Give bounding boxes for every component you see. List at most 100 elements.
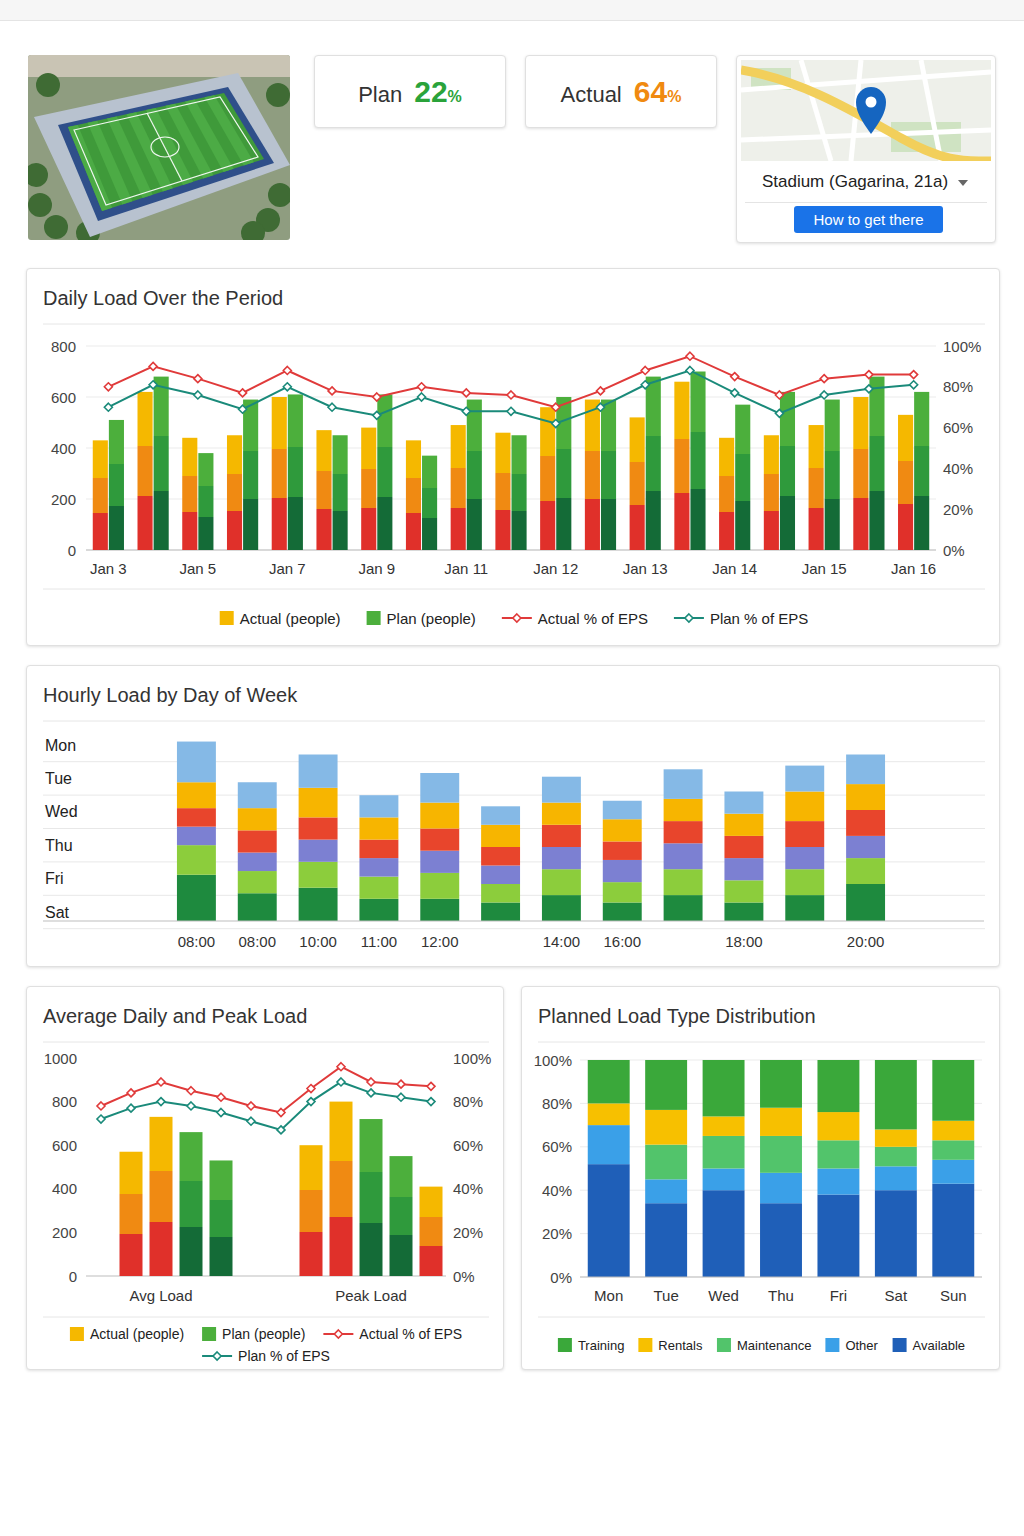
x-tick-label: Thu bbox=[768, 1287, 794, 1304]
marker bbox=[127, 1089, 135, 1097]
kpi-label: Plan bbox=[358, 82, 402, 107]
legend-item: Other bbox=[825, 1338, 878, 1353]
x-tick-label: Jan 15 bbox=[802, 560, 847, 577]
kpi-card: Actual64% bbox=[525, 55, 717, 128]
y-tick-label: 80% bbox=[542, 1095, 572, 1112]
bar-segment bbox=[420, 899, 459, 921]
x-tick-label: Avg Load bbox=[129, 1287, 192, 1304]
bar-segment bbox=[846, 784, 885, 810]
legend-swatch bbox=[717, 1338, 731, 1352]
bar-segment bbox=[932, 1160, 974, 1184]
marker bbox=[641, 366, 649, 374]
y-tick-label: 0% bbox=[453, 1268, 475, 1285]
marker bbox=[641, 381, 649, 389]
dropdown-icon bbox=[956, 178, 970, 188]
y-tick-label: 200 bbox=[51, 491, 76, 508]
bar-segment bbox=[542, 847, 581, 869]
marker bbox=[820, 375, 828, 383]
marker bbox=[552, 420, 560, 428]
marker bbox=[104, 383, 112, 391]
chart-svg: Planned Load Type Distribution0%20%40%60… bbox=[522, 987, 999, 1369]
bar-segment bbox=[932, 1121, 974, 1141]
bar-segment bbox=[603, 841, 642, 860]
bar-segment bbox=[603, 882, 642, 902]
divider bbox=[43, 589, 985, 590]
line bbox=[101, 1082, 431, 1130]
bar-segment bbox=[481, 806, 520, 825]
legend-label: Actual (people) bbox=[240, 610, 341, 627]
line bbox=[108, 370, 913, 423]
legend-item: Training bbox=[558, 1338, 624, 1353]
bar-segment bbox=[760, 1203, 802, 1277]
marker bbox=[277, 1109, 285, 1117]
y-tick-label: 200 bbox=[52, 1224, 77, 1241]
grid-line bbox=[86, 346, 936, 347]
bar-segment bbox=[542, 869, 581, 895]
legend-item: Plan % of EPS bbox=[674, 610, 808, 627]
bar-segment bbox=[359, 858, 398, 877]
bar bbox=[630, 417, 645, 550]
kpi-row: Actual64% bbox=[526, 56, 716, 132]
bar-segment bbox=[299, 888, 338, 921]
bar bbox=[198, 453, 213, 550]
bar-segment bbox=[817, 1195, 859, 1277]
pitch-stripe bbox=[146, 108, 193, 185]
bar-segment bbox=[359, 877, 398, 899]
bar-segment bbox=[932, 1060, 974, 1121]
bar-segment bbox=[785, 869, 824, 895]
bar-segment bbox=[588, 1103, 630, 1125]
page: Plan22%Actual64%Stadium (Gagarina, 21a)H… bbox=[0, 0, 1024, 1536]
x-tick-label: Mon bbox=[594, 1287, 623, 1304]
directions-button[interactable]: How to get there bbox=[794, 206, 943, 233]
chart-title: Average Daily and Peak Load bbox=[43, 1005, 307, 1027]
x-tick-label: Jan 12 bbox=[533, 560, 578, 577]
legend-swatch bbox=[893, 1338, 907, 1352]
legend-label: Maintenance bbox=[737, 1338, 811, 1353]
bar-segment bbox=[664, 843, 703, 869]
x-axis bbox=[580, 1277, 982, 1278]
x-tick-label: Jan 11 bbox=[444, 560, 488, 577]
bar-segment bbox=[724, 903, 763, 922]
marker bbox=[418, 383, 426, 391]
bar-segment bbox=[420, 829, 459, 851]
stands bbox=[34, 73, 290, 237]
bar-segment bbox=[645, 1145, 687, 1180]
bar-segment bbox=[817, 1169, 859, 1195]
bar-segment bbox=[724, 836, 763, 858]
dropdown-arrow bbox=[958, 180, 968, 186]
chart-title: Daily Load Over the Period bbox=[43, 287, 283, 309]
kpi-card: Plan22% bbox=[314, 55, 506, 128]
bar-segment bbox=[238, 782, 277, 808]
bar bbox=[914, 392, 929, 550]
marker bbox=[217, 1109, 225, 1117]
bar-segment bbox=[846, 810, 885, 836]
bar-segment bbox=[645, 1179, 687, 1203]
marker bbox=[865, 385, 873, 393]
bar-segment bbox=[177, 808, 216, 827]
bar bbox=[764, 435, 779, 550]
chart-svg: Hourly Load by Day of WeekMonTueWedThuFr… bbox=[27, 666, 999, 966]
series-label: Mon bbox=[45, 737, 76, 754]
x-tick-label: 08:00 bbox=[238, 933, 276, 950]
chart-panel: Planned Load Type Distribution0%20%40%60… bbox=[521, 986, 1000, 1370]
pitch-stripe bbox=[185, 99, 234, 172]
legend-label: Actual % of EPS bbox=[538, 610, 648, 627]
divider bbox=[43, 1042, 489, 1043]
marker bbox=[194, 391, 202, 399]
legend-item: Actual (people) bbox=[70, 1326, 184, 1342]
bar-segment bbox=[542, 777, 581, 803]
pitch-stripe bbox=[88, 121, 133, 205]
kpi-value: 64 bbox=[634, 75, 667, 108]
chart-panel: Average Daily and Peak Load0200400600800… bbox=[26, 986, 504, 1370]
bar-segment bbox=[420, 803, 459, 829]
bar-segment bbox=[481, 866, 520, 885]
y-tick-label: 0% bbox=[550, 1269, 572, 1286]
bar-segment bbox=[359, 795, 398, 817]
map-road bbox=[741, 130, 991, 140]
bar-segment bbox=[932, 1184, 974, 1277]
bar bbox=[377, 394, 392, 550]
bar bbox=[138, 392, 153, 550]
bar bbox=[825, 400, 840, 550]
bar bbox=[120, 1152, 143, 1276]
line bbox=[101, 1067, 431, 1113]
